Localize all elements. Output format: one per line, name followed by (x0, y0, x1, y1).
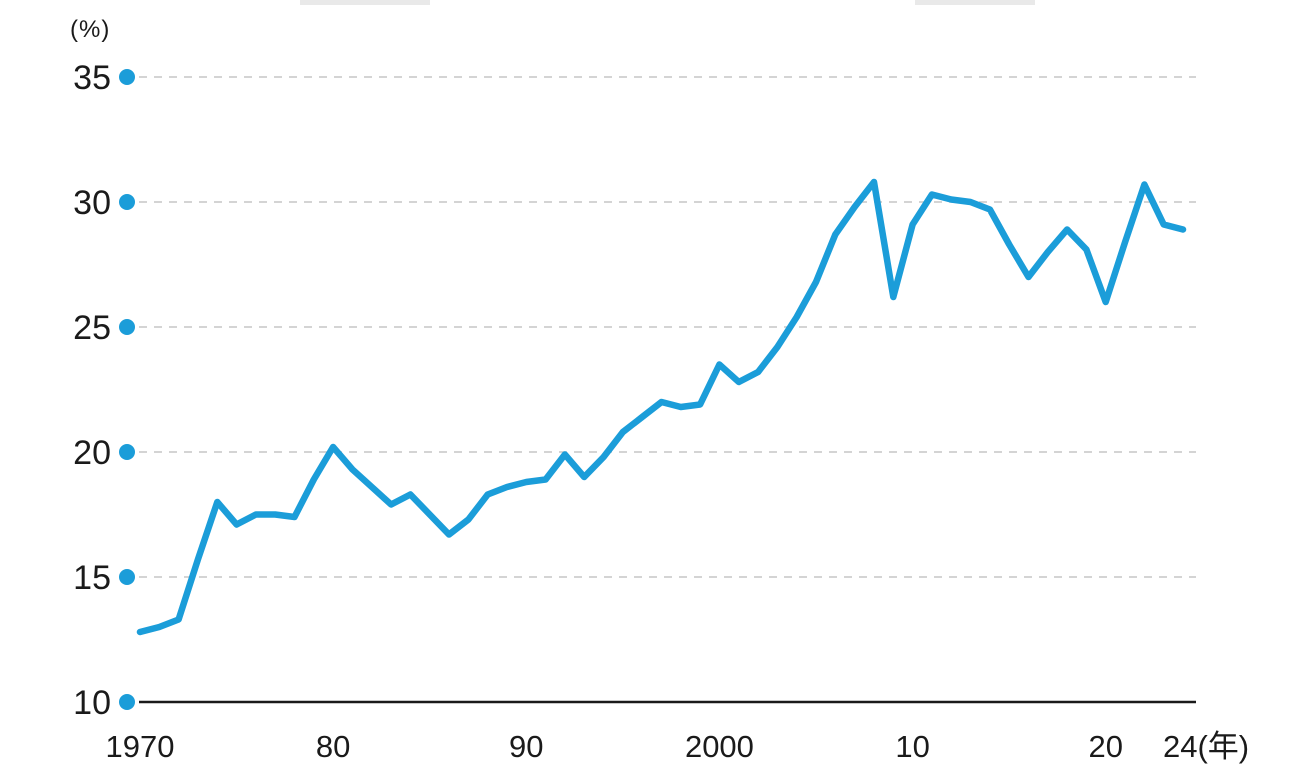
ytick-dot (119, 444, 135, 460)
ytick-dot (119, 694, 135, 710)
xtick-label: 10 (895, 729, 929, 764)
xtick-label: 24(年) (1163, 729, 1249, 764)
xtick-label: 20 (1088, 729, 1122, 764)
cropped-title-artifact-left (300, 0, 430, 5)
ytick-label: 35 (73, 59, 111, 97)
y-axis-unit-label: (%) (70, 16, 111, 43)
ytick-dot (119, 194, 135, 210)
xtick-label: 2000 (685, 729, 754, 764)
ytick-label: 25 (73, 309, 111, 347)
xtick-label: 90 (509, 729, 543, 764)
ytick-label: 30 (73, 184, 111, 222)
ytick-label: 15 (73, 559, 111, 597)
ytick-label: 20 (73, 434, 111, 472)
xtick-label: 1970 (106, 729, 175, 764)
ytick-dot (119, 569, 135, 585)
cropped-title-artifact-right (915, 0, 1035, 5)
ytick-dot (119, 319, 135, 335)
ytick-label: 10 (73, 684, 111, 722)
ytick-dot (119, 69, 135, 85)
data-line (136, 178, 1187, 636)
xtick-label: 80 (316, 729, 350, 764)
